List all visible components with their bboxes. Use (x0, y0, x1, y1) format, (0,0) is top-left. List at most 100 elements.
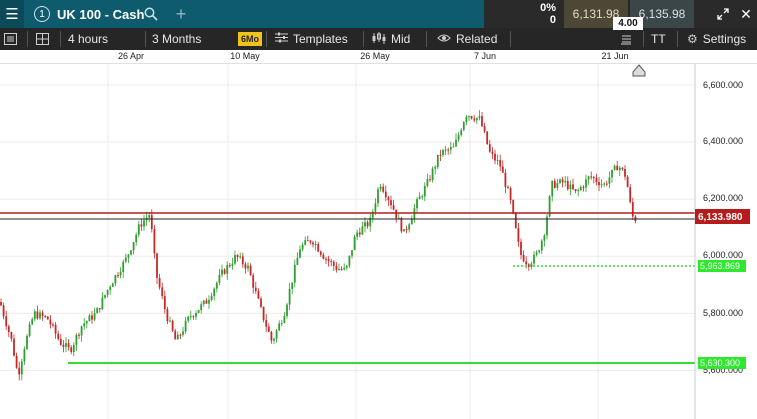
candle (548, 194, 551, 218)
candle (132, 242, 135, 255)
candle (486, 131, 489, 145)
candle-body (613, 165, 616, 170)
candle (569, 180, 572, 196)
candle (512, 199, 515, 215)
candle (416, 197, 418, 214)
candle-body (244, 264, 247, 269)
candle-body (275, 330, 278, 339)
candle (449, 141, 452, 155)
candle (208, 295, 210, 309)
candle-body (70, 347, 73, 353)
price-chart[interactable]: 6,600.000 6,400.000 6,200.000 6,000.000 … (0, 64, 757, 419)
candle-body (301, 244, 304, 250)
scroll-to-latest-icon[interactable] (632, 64, 646, 77)
candle (616, 160, 619, 171)
candle-body (517, 228, 520, 242)
list-settings-icon[interactable] (620, 28, 632, 50)
candle (595, 173, 598, 186)
candle-body (353, 236, 356, 251)
candle (161, 282, 164, 300)
candle-body (241, 256, 244, 265)
price-type-selector[interactable]: Mid (372, 28, 410, 50)
candle-body (439, 154, 442, 156)
plus-icon[interactable]: + (175, 3, 187, 24)
price-tick-label: 5,600.000 (703, 365, 743, 375)
current-price-tag: 6,133.980 (695, 209, 750, 224)
candle-body (236, 255, 239, 258)
candle-body (283, 316, 286, 323)
candle-body (124, 257, 127, 262)
candle (582, 185, 585, 192)
candle (59, 334, 62, 346)
candle (293, 259, 296, 288)
toolbar-divider (643, 31, 644, 47)
range-badge[interactable]: 6Mo (238, 32, 262, 46)
interval-selector[interactable]: 4 hours (68, 32, 109, 46)
candle (202, 299, 205, 307)
candle-body (403, 229, 405, 232)
candle-body (179, 334, 182, 336)
candle-body (616, 165, 619, 171)
expand-icon[interactable] (712, 0, 734, 28)
candle (119, 267, 122, 279)
candle-body (351, 250, 353, 256)
candle-body (332, 261, 335, 266)
candle (319, 250, 322, 257)
grid-layout-icon[interactable] (36, 28, 52, 50)
candle-body (0, 301, 2, 306)
candle (15, 352, 18, 369)
daily-change: 0% 0 (488, 0, 562, 28)
candle-body (392, 205, 395, 210)
close-icon[interactable]: ✕ (740, 5, 752, 22)
candle (304, 236, 307, 246)
candle-body (462, 122, 465, 131)
candle (351, 250, 353, 259)
candle-body (62, 344, 65, 347)
candle-body (91, 315, 93, 320)
candle-body (387, 197, 390, 201)
eye-icon (437, 32, 451, 46)
search-icon[interactable] (142, 0, 160, 28)
candle (423, 182, 426, 202)
candle (104, 294, 106, 300)
templates-button[interactable]: Templates (275, 28, 348, 50)
candle (218, 268, 221, 286)
candle (223, 268, 226, 275)
candle-body (111, 283, 114, 287)
candle-body (33, 311, 36, 320)
candle (257, 288, 260, 300)
date-label: 26 May (360, 51, 390, 61)
candle (353, 234, 356, 251)
candle-body (59, 338, 62, 345)
list-icon[interactable] (4, 28, 20, 50)
candle-body (488, 144, 491, 152)
candle-body (561, 179, 564, 183)
candle-body (137, 224, 140, 235)
instrument-name[interactable]: UK 100 - Cash (57, 6, 145, 22)
related-button[interactable]: Related (437, 28, 497, 50)
candle-body (348, 255, 351, 266)
candle-body (39, 312, 41, 319)
candle (509, 186, 512, 205)
settings-button[interactable]: ⚙ Settings (687, 28, 746, 50)
candle (540, 238, 543, 255)
candle (54, 321, 57, 339)
price-tick-label: 6,600.000 (703, 80, 743, 90)
candle-body (31, 319, 34, 325)
candle-body (481, 116, 483, 127)
candle-body (559, 179, 561, 183)
candle (65, 337, 67, 353)
candle (117, 272, 119, 278)
text-size-button[interactable]: TT (651, 32, 666, 46)
toolbar-divider (60, 31, 61, 47)
related-label: Related (456, 32, 498, 46)
candle-body (566, 180, 569, 190)
candle (561, 176, 564, 188)
candle-body (85, 321, 88, 324)
hamburger-menu-icon[interactable]: ☰ (0, 0, 24, 28)
candle-body (429, 179, 431, 181)
range-selector[interactable]: 3 Months (152, 32, 202, 46)
candle (156, 252, 158, 285)
candle (530, 261, 533, 270)
toolbar-divider (363, 31, 364, 47)
